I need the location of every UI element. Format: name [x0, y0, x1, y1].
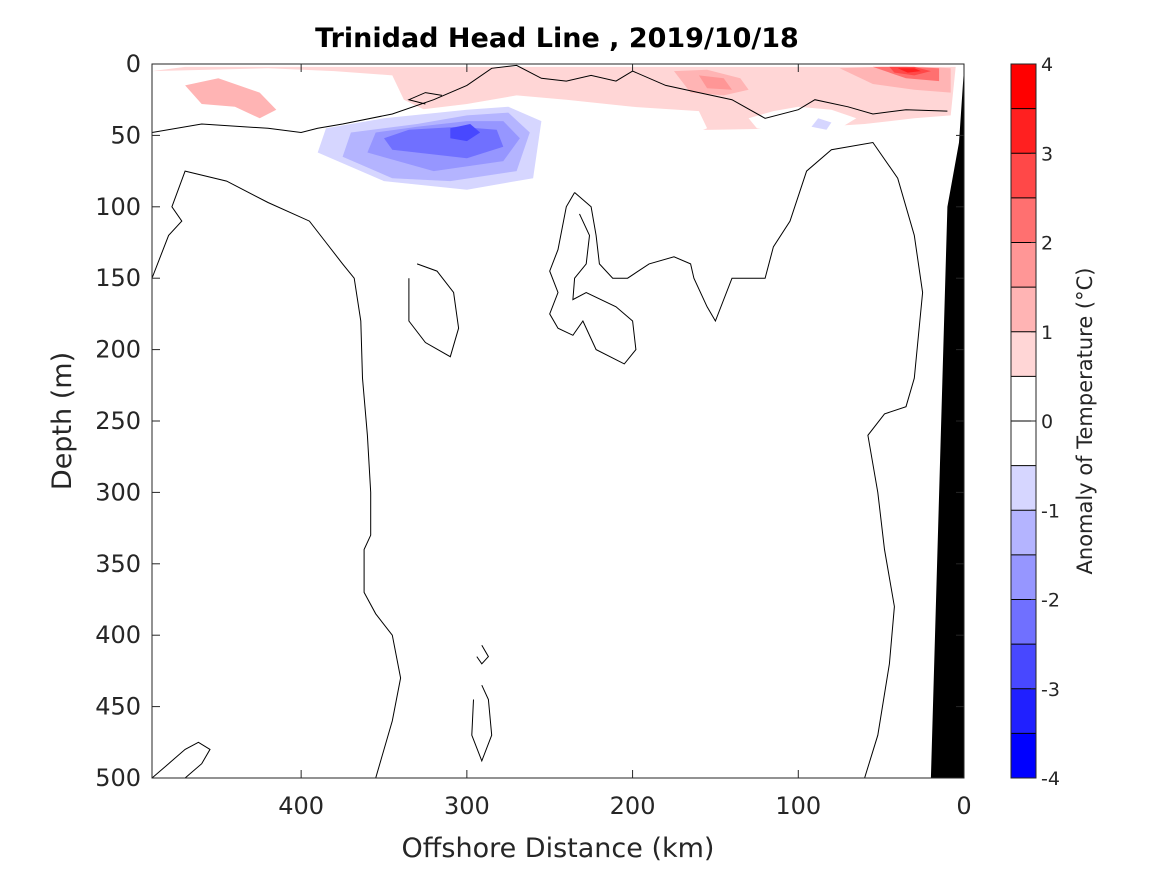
colorbar-tick-label: -1 — [1041, 500, 1060, 522]
anomaly-region-19 — [450, 124, 481, 142]
y-tick-label: 400 — [95, 621, 141, 649]
y-tick-label: 50 — [110, 121, 141, 149]
y-tick-label: 300 — [95, 478, 141, 506]
colorbar-swatch-12 — [1011, 197, 1036, 243]
colorbar-tick-label: -3 — [1041, 679, 1060, 701]
anomaly-region-21 — [811, 118, 832, 130]
bathymetry — [930, 68, 964, 778]
anomaly-region-12 — [259, 506, 297, 736]
colorbar-tick-label: 4 — [1041, 54, 1053, 76]
seafloor — [930, 68, 964, 778]
colorbar-swatch-0 — [1011, 733, 1036, 779]
x-tick-label: 300 — [444, 792, 490, 820]
y-tick-label: 100 — [95, 193, 141, 221]
colorbar-swatch-11 — [1011, 242, 1036, 288]
y-tick-label: 0 — [126, 50, 141, 78]
x-axis-label: Offshore Distance (km) — [402, 833, 715, 864]
colorbar: 4 3 2 1 0 -1 -2 -3 -4 — [1010, 54, 1060, 790]
colorbar-tick-label: -4 — [1041, 768, 1060, 790]
anomaly-region-3 — [698, 75, 732, 90]
colorbar-swatch-10 — [1011, 287, 1036, 333]
colorbar-label: Anomaly of Temperature (°C) — [1073, 268, 1097, 575]
plot-area — [152, 64, 964, 778]
colorbar-swatch-1 — [1011, 688, 1036, 734]
contour-line-1 — [407, 92, 443, 105]
y-axis-ticks: 0 50 100 150 200 250 300 350 400 450 500 — [95, 50, 964, 792]
colorbar-swatch-14 — [1011, 108, 1036, 154]
anomaly-region-9 — [155, 285, 210, 536]
y-tick-label: 450 — [95, 693, 141, 721]
chart-title: Trinidad Head Line , 2019/10/18 — [315, 23, 799, 54]
y-tick-label: 250 — [95, 407, 141, 435]
x-axis-ticks: 400 300 200 100 0 — [278, 64, 972, 820]
colorbar-tick-label: 1 — [1041, 322, 1053, 344]
colorbar-swatch-7 — [1011, 421, 1036, 467]
anomaly-region-1 — [185, 78, 277, 119]
anomaly-region-20 — [748, 106, 857, 136]
colorbar-swatch-13 — [1011, 153, 1036, 199]
colorbar-tick-label: 0 — [1041, 411, 1053, 433]
anomaly-region-25 — [423, 706, 434, 718]
y-axis-label: Depth (m) — [47, 352, 78, 490]
contour-line-5 — [574, 141, 924, 778]
colorbar-swatch-5 — [1011, 510, 1036, 556]
contour-line-2 — [152, 170, 402, 778]
colorbar-swatch-2 — [1011, 644, 1036, 690]
y-tick-label: 500 — [95, 764, 141, 792]
anomaly-region-11 — [254, 299, 285, 343]
colorbar-swatch-4 — [1011, 554, 1036, 600]
contour-line-8 — [471, 684, 493, 763]
y-tick-label: 200 — [95, 336, 141, 364]
contour-line-0 — [152, 64, 948, 134]
colorbar-swatch-9 — [1011, 331, 1036, 377]
anomaly-region-23 — [413, 535, 439, 661]
x-tick-label: 400 — [278, 792, 324, 820]
anomaly-region-10 — [157, 523, 186, 557]
colorbar-tick-label: 3 — [1041, 143, 1053, 165]
anomaly-region-24 — [425, 675, 437, 700]
anomaly-region-13 — [155, 128, 235, 150]
contour-line-3 — [152, 741, 211, 778]
zero-contour-lines — [152, 64, 948, 778]
colorbar-tick-label: 2 — [1041, 233, 1053, 255]
colorbar-tick-label: -2 — [1041, 590, 1060, 612]
contour-line-7 — [476, 644, 490, 665]
colorbar-swatch-8 — [1011, 376, 1036, 422]
anomaly-region-7 — [897, 68, 921, 73]
x-tick-label: 0 — [956, 792, 971, 820]
colorbar-swatch-6 — [1011, 465, 1036, 511]
x-tick-label: 100 — [775, 792, 821, 820]
contour-line-6 — [549, 192, 637, 365]
colorbar-swatch-3 — [1011, 599, 1036, 645]
colorbar-swatch-15 — [1011, 64, 1036, 110]
y-tick-label: 350 — [95, 550, 141, 578]
x-tick-label: 200 — [610, 792, 656, 820]
y-tick-label: 150 — [95, 264, 141, 292]
contour-line-4 — [408, 263, 460, 358]
anomaly-region-22 — [927, 118, 945, 143]
